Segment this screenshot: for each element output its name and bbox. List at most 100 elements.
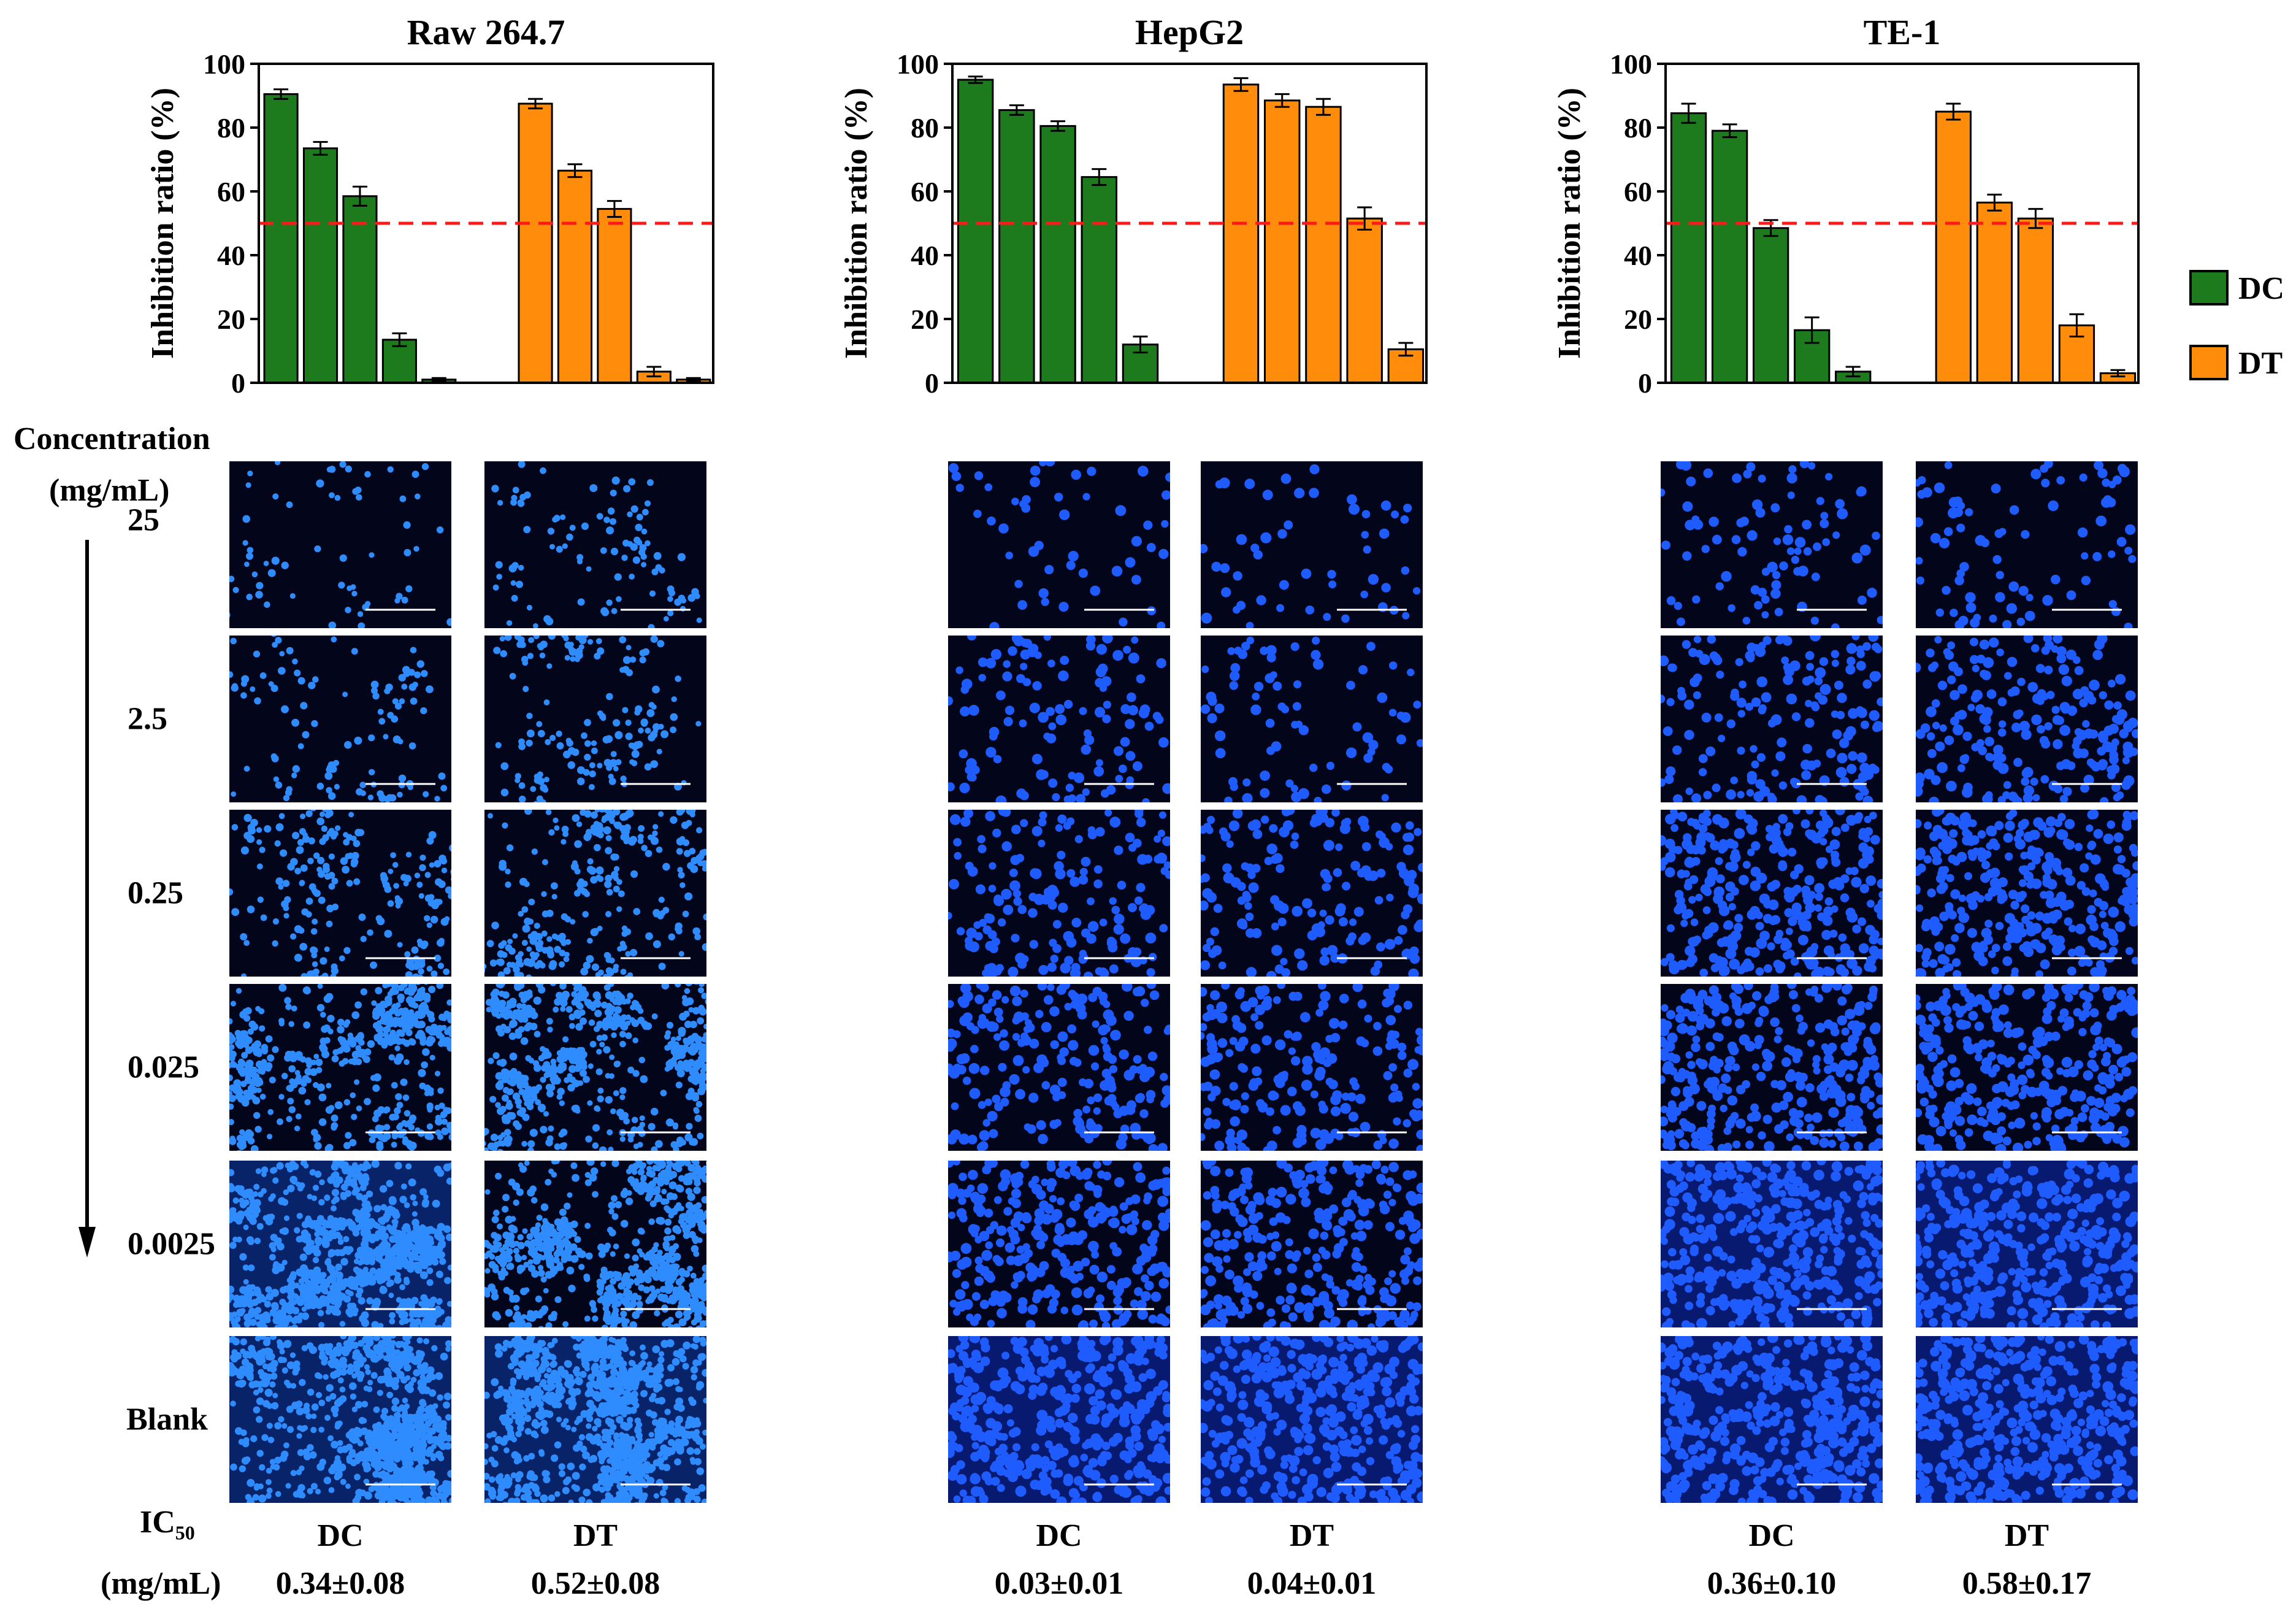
bar-dt-4 bbox=[1346, 217, 1383, 384]
y-tick-label: 40 bbox=[911, 240, 939, 271]
micrograph-1-6 bbox=[229, 1336, 451, 1503]
nuclei-stain bbox=[1661, 984, 1883, 1151]
bar-dt-2 bbox=[1264, 99, 1301, 384]
y-axis-label: Inhibition ratio (%) bbox=[839, 88, 874, 359]
row-label-5: 0.0025 bbox=[128, 1226, 215, 1262]
concentration-label: Concentration bbox=[13, 421, 210, 456]
bar-dc-1 bbox=[1670, 112, 1707, 384]
micrograph-1-3 bbox=[229, 810, 451, 977]
micrograph-5-5 bbox=[1661, 1161, 1883, 1327]
micrograph-3-4 bbox=[948, 984, 1170, 1151]
nuclei-stain bbox=[948, 1336, 1170, 1503]
row-label-6: Blank bbox=[126, 1402, 208, 1437]
micrograph-2-1 bbox=[484, 461, 706, 628]
micrograph-2-4 bbox=[484, 984, 706, 1151]
legend-swatch-dt bbox=[2189, 345, 2229, 380]
bar-dt-1 bbox=[1222, 83, 1260, 384]
micrograph-6-5 bbox=[1916, 1161, 2138, 1327]
bar-dt-1 bbox=[1935, 110, 1972, 384]
y-tick-label: 20 bbox=[217, 304, 245, 335]
ic50-main: IC bbox=[140, 1505, 175, 1540]
nuclei-stain bbox=[948, 461, 1170, 628]
bar-dt-2 bbox=[1976, 201, 2013, 384]
nuclei-stain bbox=[1916, 1336, 2138, 1503]
y-tick-label: 100 bbox=[897, 48, 939, 80]
ic50-value-1: 0.34±0.08 bbox=[275, 1566, 405, 1601]
y-tick-label: 100 bbox=[1610, 48, 1652, 80]
micrograph-4-3 bbox=[1201, 810, 1423, 977]
micrograph-5-4 bbox=[1661, 984, 1883, 1151]
ic50-value-6: 0.58±0.17 bbox=[1962, 1566, 2092, 1601]
bar-dc-3 bbox=[1039, 125, 1076, 384]
ic50-unit: (mg/mL) bbox=[101, 1566, 221, 1601]
nuclei-stain bbox=[491, 461, 702, 628]
concentration-arrow bbox=[78, 540, 96, 1258]
y-tick-label: 60 bbox=[911, 176, 939, 207]
nuclei-stain bbox=[1916, 984, 2138, 1151]
y-tick-label: 80 bbox=[911, 112, 939, 144]
chart-title: HepG2 bbox=[1135, 12, 1244, 52]
nuclei-stain bbox=[229, 461, 451, 628]
nuclei-stain bbox=[1201, 810, 1423, 977]
nuclei-stain bbox=[1661, 636, 1883, 802]
micrograph-3-3 bbox=[948, 810, 1170, 977]
nuclei-stain bbox=[1916, 636, 2138, 802]
nuclei-stain bbox=[1201, 984, 1423, 1151]
micrograph-2-3 bbox=[484, 810, 706, 977]
nuclei-stain bbox=[229, 810, 451, 977]
micrograph-1-4 bbox=[229, 984, 451, 1151]
ic50-column-name-2: DT bbox=[573, 1518, 618, 1553]
nuclei-stain bbox=[484, 1336, 706, 1503]
ic50-column-name-3: DC bbox=[1036, 1518, 1082, 1553]
micrograph-1-5 bbox=[229, 1161, 451, 1327]
bar-dt-3 bbox=[597, 208, 632, 384]
bar-dc-2 bbox=[1711, 129, 1748, 384]
micrograph-6-2 bbox=[1916, 636, 2138, 802]
ic50-value-4: 0.04±0.01 bbox=[1247, 1566, 1377, 1601]
nuclei-stain bbox=[1201, 636, 1423, 802]
micrograph-1-2 bbox=[229, 636, 451, 802]
ic50-column-name-5: DC bbox=[1748, 1518, 1795, 1553]
bar-dc-3 bbox=[1752, 227, 1789, 384]
chart-panel-2: 0 20 40 60 80 100 HepG2 Inhibition ratio (%) bbox=[839, 12, 1428, 399]
nuclei-stain bbox=[229, 1336, 451, 1503]
row-label-2: 2.5 bbox=[128, 701, 167, 737]
nuclei-stain bbox=[1201, 464, 1421, 628]
micrograph-4-6 bbox=[1201, 1336, 1423, 1503]
micrograph-2-5 bbox=[484, 1161, 706, 1327]
bar-dt-3 bbox=[1305, 106, 1342, 384]
nuclei-stain bbox=[229, 1161, 451, 1327]
bar-dc-2 bbox=[998, 109, 1035, 384]
plot-frame bbox=[951, 63, 1428, 384]
micrograph-5-1 bbox=[1661, 461, 1883, 628]
nuclei-stain bbox=[948, 636, 1170, 802]
plot-frame bbox=[258, 63, 714, 384]
chart-title: TE-1 bbox=[1864, 12, 1941, 52]
ic50-value-3: 0.03±0.01 bbox=[994, 1566, 1124, 1601]
nuclei-stain bbox=[1661, 1336, 1883, 1503]
nuclei-stain bbox=[229, 636, 448, 802]
chart-title: Raw 264.7 bbox=[407, 12, 565, 52]
y-axis-label: Inhibition ratio (%) bbox=[145, 88, 180, 359]
micrograph-3-1 bbox=[948, 461, 1170, 628]
nuclei-stain bbox=[1661, 1161, 1883, 1327]
ic50-column-name-1: DC bbox=[317, 1518, 364, 1553]
y-tick-label: 20 bbox=[1624, 304, 1652, 335]
micrograph-4-4 bbox=[1201, 984, 1423, 1151]
bar-dc-4 bbox=[1081, 176, 1118, 384]
ic50-sub: 50 bbox=[175, 1521, 195, 1544]
bar-dt-2 bbox=[557, 169, 593, 384]
micrograph-3-2 bbox=[948, 636, 1170, 802]
nuclei-stain bbox=[948, 984, 1170, 1151]
y-tick-label: 60 bbox=[1624, 176, 1652, 207]
legend-label-dc: DC bbox=[2238, 271, 2284, 306]
nuclei-stain bbox=[1916, 1161, 2138, 1327]
ic50-column-name-4: DT bbox=[1289, 1518, 1334, 1553]
micrograph-6-6 bbox=[1916, 1336, 2138, 1503]
y-tick-label: 40 bbox=[217, 240, 245, 271]
nuclei-stain bbox=[1916, 810, 2138, 977]
micrograph-2-6 bbox=[484, 1336, 706, 1503]
nuclei-stain bbox=[948, 810, 1170, 977]
y-axis-label: Inhibition ratio (%) bbox=[1552, 88, 1587, 359]
chart-panel-3: 0 20 40 60 80 100 TE-1 Inhibition ratio (%) bbox=[1552, 12, 2140, 399]
